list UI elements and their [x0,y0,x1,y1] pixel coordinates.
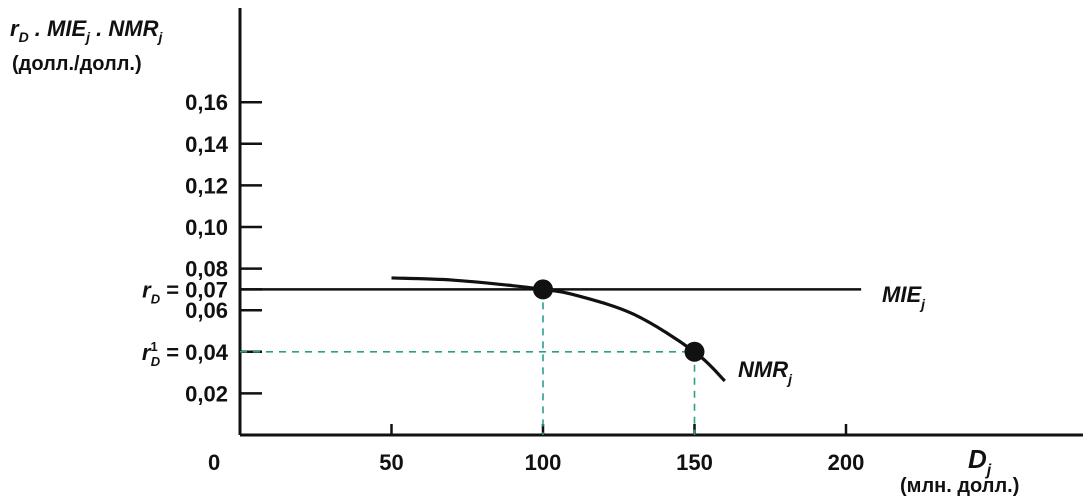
y-axis-label: rD . MIEj . NMRj [10,16,164,45]
x-tick-label: 200 [828,450,865,475]
y-tick-label: 0,08 [185,257,228,282]
y-tick-label: 0,10 [185,215,228,240]
y-tick-label: 0,12 [185,173,228,198]
origin-label: 0 [208,450,220,475]
x-axis-label: Dj [968,444,992,479]
data-point [684,341,705,362]
x-tick-label: 100 [525,450,562,475]
series-label-mie: MIEj [882,282,926,312]
x-tick-label: 150 [676,450,713,475]
x-axis-units: (млн. долл.) [900,475,1019,497]
y-special-label: rD = 0,07 [142,277,228,306]
y-tick-label: 0,16 [185,90,228,115]
series-label-nmr: NMRj [738,357,793,387]
y-tick-label: 0,14 [185,132,229,157]
series-line-nmr [391,276,726,383]
y-tick-label: 0,02 [185,381,228,406]
x-tick-label: 50 [379,450,403,475]
y-tick-label: 0,06 [185,298,228,323]
y-axis-units: (долл./долл.) [12,53,142,75]
data-point [533,279,553,300]
y-special-label: r1 D = 0,04 [142,339,229,369]
